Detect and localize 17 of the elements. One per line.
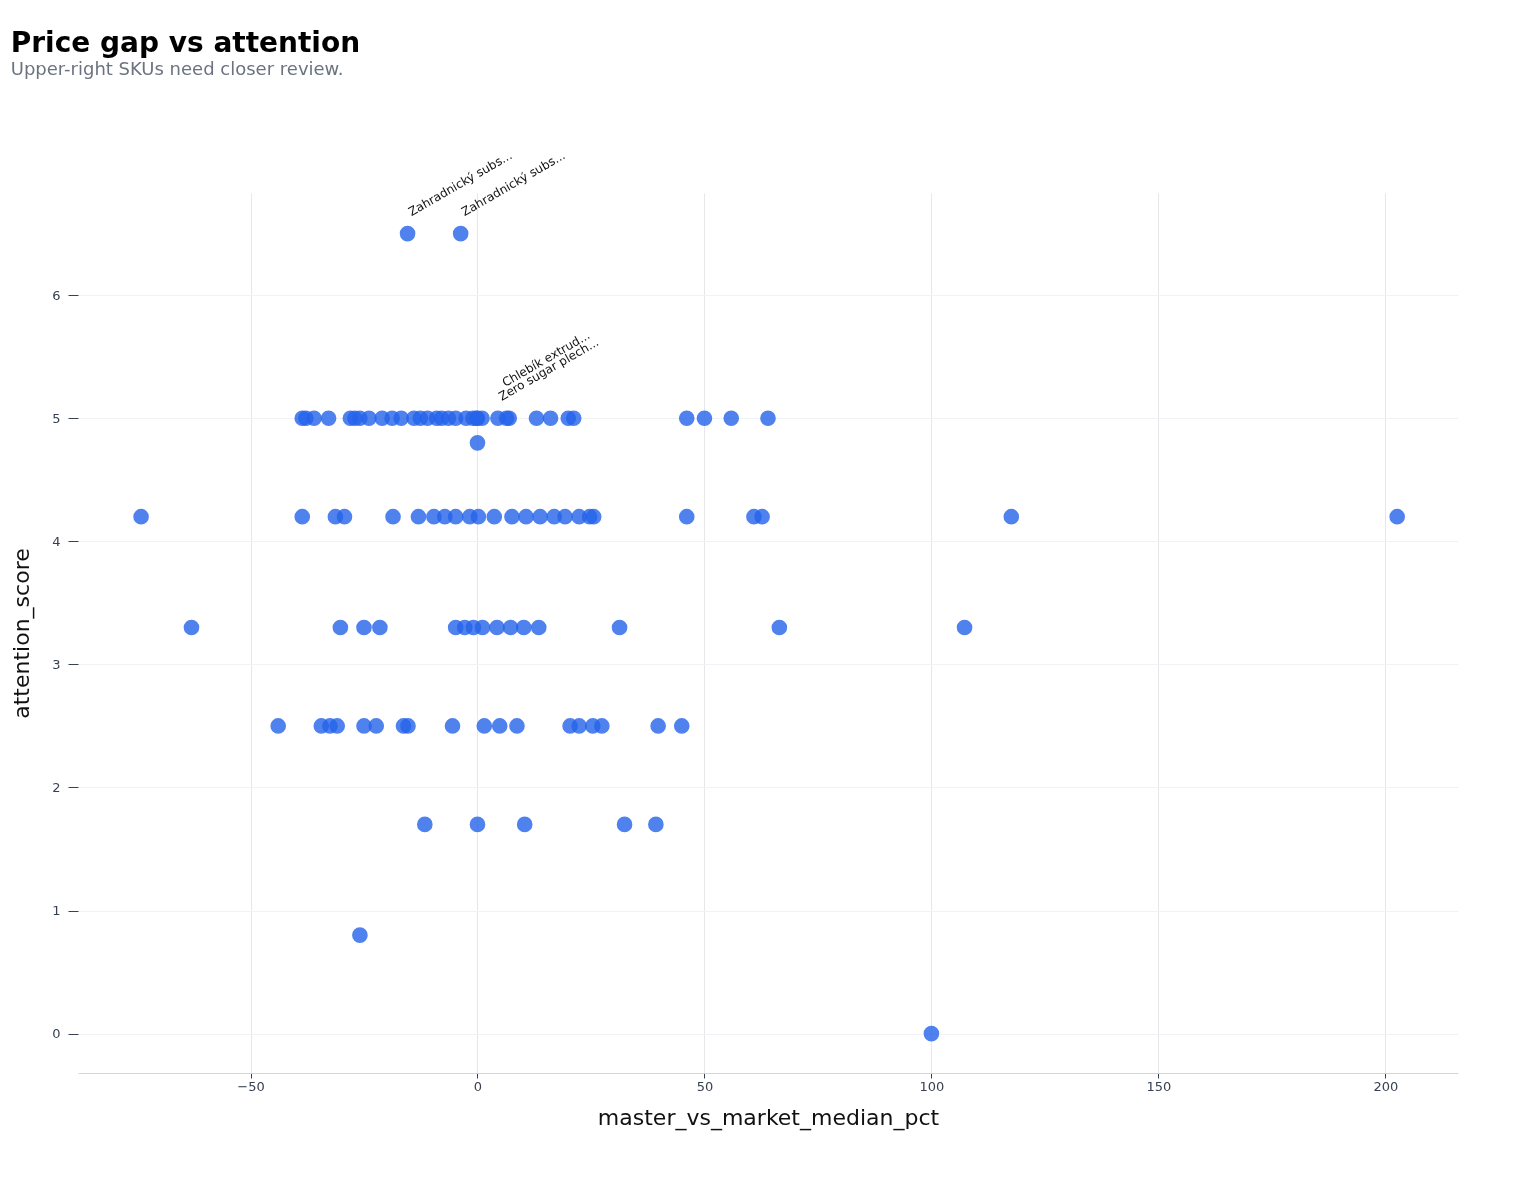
y-tick-label: 3 — [52, 656, 61, 672]
y-tick-label: 2 — [52, 779, 61, 795]
chart-subtitle: Upper-right SKUs need closer review. — [10, 58, 344, 80]
x-tick-label: 100 — [919, 1078, 945, 1094]
x-tick-label: 50 — [696, 1078, 714, 1094]
y-tick-label: 5 — [52, 410, 61, 426]
y-tick-label: 4 — [52, 533, 61, 549]
x-tick-label: 200 — [1373, 1078, 1399, 1094]
y-axis-title: attention_score — [9, 548, 36, 719]
y-tick-label: 1 — [52, 903, 61, 919]
y-tick-label: 0 — [52, 1026, 61, 1042]
x-tick-label: 150 — [1146, 1078, 1172, 1094]
chart-title: Price gap vs attention — [10, 26, 361, 60]
x-tick-label: 0 — [473, 1078, 483, 1094]
x-axis-title: master_vs_market_median_pct — [597, 1104, 940, 1131]
x-tick-label: −50 — [237, 1078, 265, 1094]
y-tick-label: 6 — [52, 287, 61, 303]
